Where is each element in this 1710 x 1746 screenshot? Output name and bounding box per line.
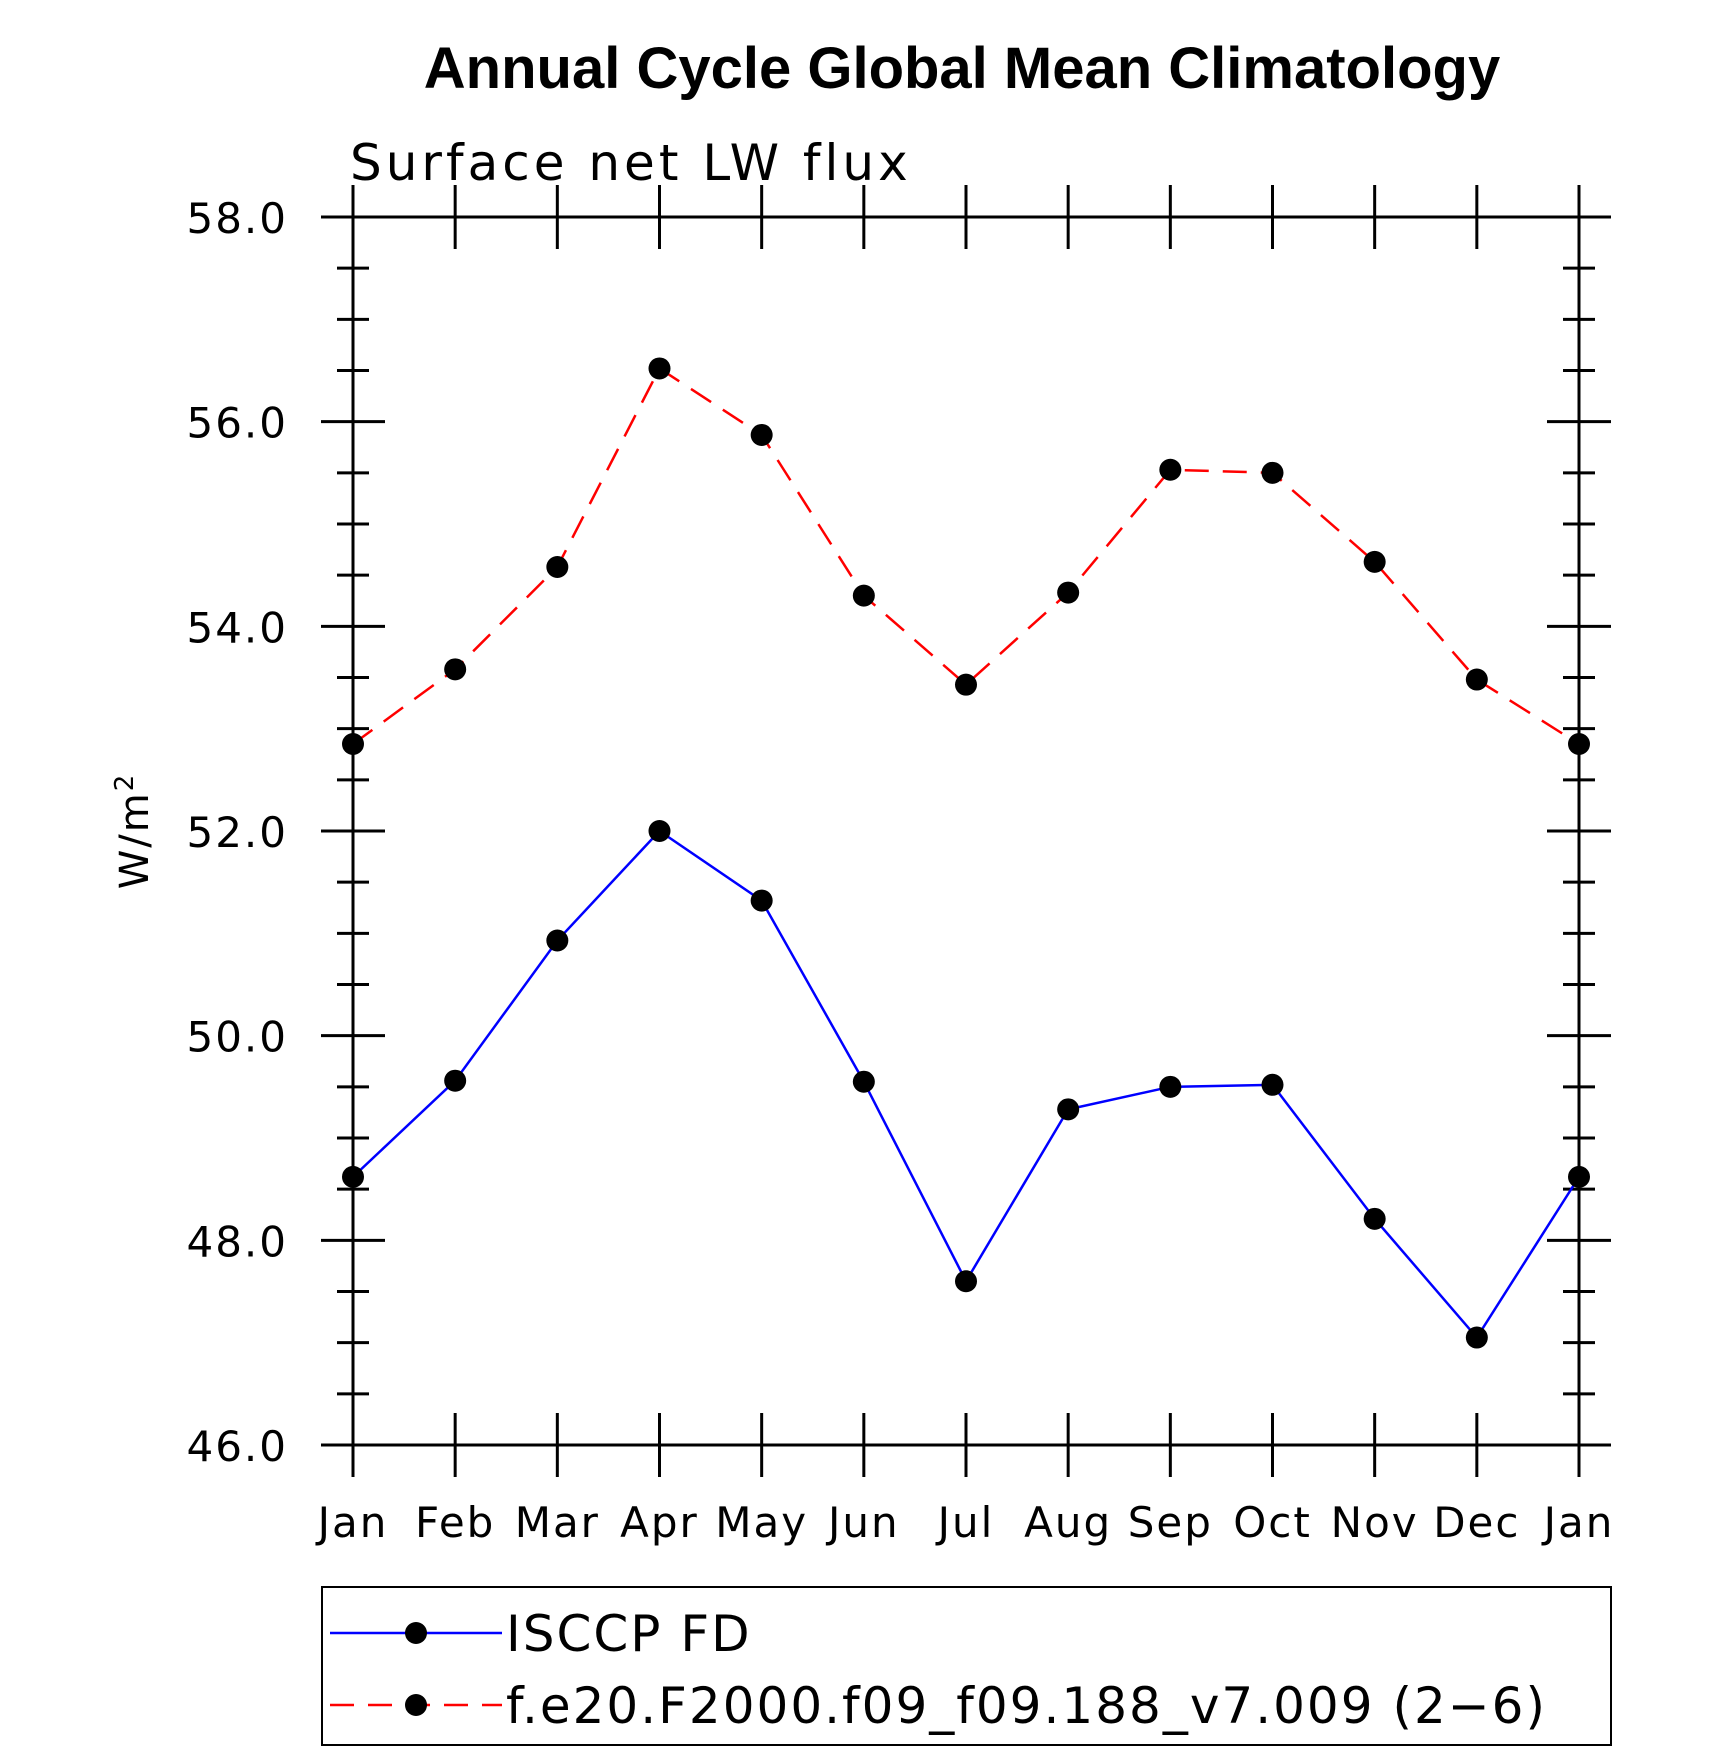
y-axis-label: W/m2 — [110, 773, 158, 890]
data-point-model-run — [852, 584, 875, 607]
y-tick-label: 52.0 — [186, 808, 288, 857]
y-tick-label: 46.0 — [186, 1422, 288, 1471]
y-tick-label: 56.0 — [186, 399, 288, 448]
plot-area: Jan Feb Mar Apr May Jun Jul Aug Sep Oct Nov Dec Jan … — [186, 185, 1615, 1547]
data-point-isccp-fd — [1568, 1165, 1590, 1188]
legend-marker-model-run — [405, 1694, 427, 1716]
x-tick-label: May — [715, 1498, 808, 1547]
y-axis-label-exponent: 2 — [110, 773, 140, 792]
x-tick-label: Apr — [620, 1498, 699, 1547]
data-point-isccp-fd — [546, 929, 569, 952]
y-axis-label-unit: W/m — [112, 791, 158, 889]
legend-box — [321, 1586, 1612, 1746]
legend-label-isccp-fd: ISCCP FD — [506, 1605, 752, 1663]
y-tick-label: 58.0 — [186, 194, 288, 243]
series-group — [342, 357, 1590, 1349]
x-tick-label: Jul — [935, 1498, 995, 1547]
data-point-model-run — [342, 733, 364, 756]
chart-title: Annual Cycle Global Mean Climatology — [424, 36, 1500, 101]
x-tick-label: Jan — [1541, 1498, 1615, 1547]
data-point-model-run — [1363, 550, 1386, 573]
x-tick-label: Oct — [1233, 1498, 1312, 1547]
x-tick-label: Feb — [415, 1498, 495, 1547]
x-tick-label: Mar — [515, 1498, 600, 1547]
chart-subtitle: Surface net LW flux — [350, 134, 912, 192]
y-tick-label: 50.0 — [186, 1013, 288, 1062]
data-point-model-run — [955, 673, 977, 696]
y-axis-ticks — [321, 215, 1611, 1447]
data-point-model-run — [444, 658, 467, 681]
x-tick-label: Nov — [1331, 1498, 1419, 1547]
data-point-model-run — [750, 423, 773, 446]
x-tick-label: Sep — [1128, 1498, 1213, 1547]
data-point-isccp-fd — [648, 820, 671, 842]
data-point-isccp-fd — [342, 1165, 364, 1188]
x-tick-label: Jan — [315, 1498, 389, 1547]
legend-label-model-run: f.e20.F2000.f09_f09.188_v7.009 (2−6) — [506, 1677, 1547, 1735]
data-point-model-run — [1057, 581, 1080, 604]
legend-marker-isccp-fd — [405, 1622, 427, 1644]
data-point-model-run — [546, 555, 569, 578]
x-tick-label: Dec — [1433, 1498, 1520, 1547]
data-point-isccp-fd — [1261, 1073, 1284, 1096]
plot-frame — [351, 215, 1581, 1447]
x-tick-label: Aug — [1024, 1498, 1112, 1547]
y-axis-tick-labels: 46.0 48.0 50.0 52.0 54.0 56.0 58.0 — [186, 194, 288, 1471]
data-point-isccp-fd — [1057, 1098, 1080, 1121]
y-tick-label: 54.0 — [186, 603, 288, 652]
x-axis-tick-labels: Jan Feb Mar Apr May Jun Jul Aug Sep Oct Nov Dec Jan — [315, 1498, 1615, 1547]
data-point-isccp-fd — [955, 1270, 977, 1293]
data-point-isccp-fd — [1465, 1326, 1488, 1349]
data-point-model-run — [1568, 733, 1590, 756]
x-tick-label: Jun — [825, 1498, 900, 1547]
data-point-model-run — [1465, 668, 1488, 691]
data-point-model-run — [1261, 461, 1284, 484]
data-point-model-run — [1159, 458, 1182, 481]
data-point-isccp-fd — [1159, 1075, 1182, 1098]
series-line-isccp-fd — [352, 829, 1581, 1340]
data-point-isccp-fd — [1363, 1207, 1386, 1230]
data-point-isccp-fd — [750, 889, 773, 912]
y-tick-label: 48.0 — [186, 1217, 288, 1266]
data-point-model-run — [648, 357, 671, 380]
legend: ISCCP FD f.e20.F2000.f09_f09.188_v7.009 … — [321, 1586, 1612, 1746]
data-point-isccp-fd — [852, 1070, 875, 1093]
data-point-isccp-fd — [444, 1069, 467, 1092]
